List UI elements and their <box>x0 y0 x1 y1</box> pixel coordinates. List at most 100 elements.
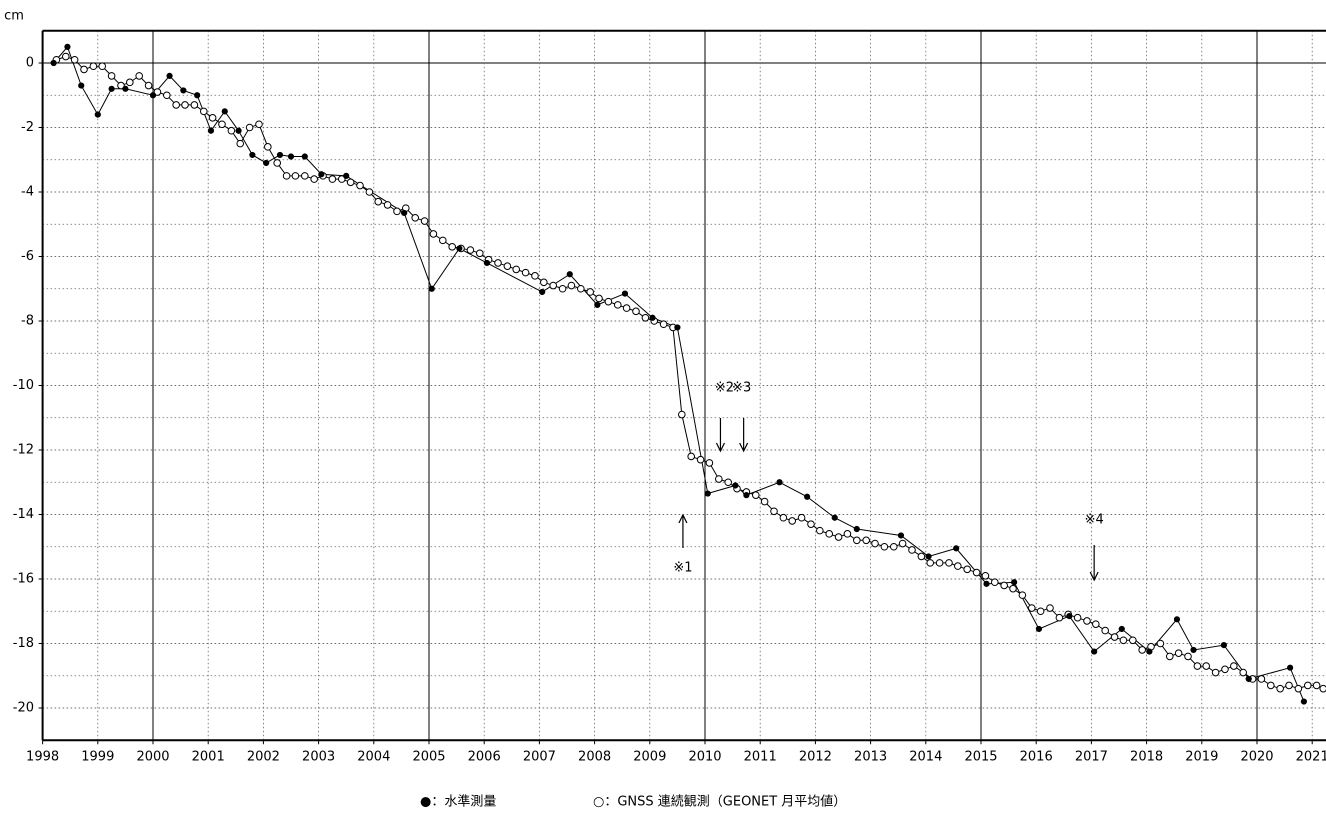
gnss-point <box>89 62 98 71</box>
y-tick-label: -12 <box>13 443 34 458</box>
gnss-point <box>411 214 420 222</box>
leveling-point <box>78 82 85 89</box>
gnss-point <box>889 542 898 551</box>
gnss-point <box>98 62 107 71</box>
gnss-point <box>1319 684 1326 693</box>
y-tick-label: -18 <box>13 636 34 651</box>
gnss-point <box>393 207 401 216</box>
leveling-point <box>983 580 990 587</box>
gnss-point <box>1018 591 1027 599</box>
gnss-point <box>153 88 162 96</box>
leveling-point <box>401 209 408 217</box>
gnss-point <box>715 475 723 483</box>
y-tick-label: -2 <box>21 120 34 135</box>
gnss-point <box>356 181 364 190</box>
gnss-point <box>751 491 760 499</box>
annotation-label: ※1 <box>673 561 692 576</box>
gnss-point <box>577 284 585 293</box>
gnss-point <box>567 281 576 290</box>
leveling-point <box>108 85 115 92</box>
gnss-point <box>61 52 70 61</box>
gnss-point <box>1239 668 1247 677</box>
gnss-point <box>1193 662 1202 670</box>
gnss-point <box>163 91 171 100</box>
gnss-point <box>1036 607 1045 616</box>
gnss-point <box>1257 675 1266 683</box>
leveling-point <box>1035 625 1043 633</box>
gnss-point <box>1221 665 1229 674</box>
leveling-point <box>953 545 960 552</box>
leveling-point <box>1118 625 1125 633</box>
leveling-point <box>674 324 681 331</box>
leveling-point <box>1190 646 1197 654</box>
gnss-point <box>1312 681 1321 690</box>
arrow-head <box>1089 571 1099 582</box>
gnss-point <box>825 530 834 538</box>
gnss-point <box>908 546 916 554</box>
gnss-point <box>264 143 272 151</box>
gnss-point <box>1211 668 1220 677</box>
x-tick-label: 2018 <box>1130 750 1163 765</box>
gnss-point <box>604 297 613 306</box>
gnss-point <box>1184 652 1192 661</box>
gnss-point <box>807 520 815 528</box>
gnss-point <box>816 526 824 535</box>
gnss-point <box>1046 604 1054 612</box>
leveling-point <box>704 490 711 497</box>
x-tick-label: 2019 <box>1185 750 1218 765</box>
gnss-point <box>935 559 944 567</box>
gnss-point <box>622 304 631 312</box>
gnss-point <box>310 175 318 183</box>
legend-label: ○：GNSS 連続観測（GEONET 月平均値） <box>593 794 846 810</box>
y-tick-label: -4 <box>21 185 34 200</box>
leveling-point <box>428 285 435 292</box>
x-tick-label: 2012 <box>799 750 832 765</box>
gnss-point <box>540 278 548 287</box>
gnss-point <box>1110 633 1119 641</box>
gnss-point <box>880 542 889 551</box>
gnss-point <box>282 172 291 180</box>
gnss-point <box>236 139 245 148</box>
gnss-point <box>429 230 438 238</box>
gnss-point <box>1138 646 1146 654</box>
arrow-head <box>739 442 749 453</box>
gnss-point <box>199 107 208 116</box>
leveling-point <box>621 290 629 297</box>
x-tick-label: 2011 <box>744 750 777 765</box>
gnss-point <box>374 197 383 206</box>
leveling-point <box>743 492 750 499</box>
leveling-point <box>1173 616 1181 623</box>
y-tick-label: -10 <box>13 378 34 393</box>
arrow-head <box>715 442 725 453</box>
gnss-point <box>595 294 603 303</box>
leveling-point <box>925 553 932 560</box>
x-tick-label: 2003 <box>302 750 335 765</box>
gnss-point <box>862 536 870 545</box>
gnss-point <box>678 410 686 419</box>
gnss-point <box>760 497 769 506</box>
leveling-point <box>1287 664 1294 671</box>
gnss-point <box>843 530 852 538</box>
leveling-point <box>853 525 860 533</box>
gnss-point <box>521 268 530 277</box>
annotation-label: ※2 <box>715 381 734 396</box>
x-tick-label: 2016 <box>1020 750 1053 765</box>
leveling-point <box>1245 675 1252 683</box>
leveling-point <box>64 43 71 50</box>
gnss-point <box>208 114 217 122</box>
gnss-point <box>1285 681 1293 690</box>
x-tick-label: 2006 <box>468 750 501 765</box>
x-tick-label: 2004 <box>357 750 390 765</box>
gnss-point <box>1202 662 1211 670</box>
y-tick-label: -14 <box>13 507 34 522</box>
leveling-point <box>50 59 57 67</box>
gnss-point <box>365 188 374 196</box>
gnss-point <box>797 513 806 522</box>
gnss-point <box>917 552 926 561</box>
gnss-point <box>926 559 935 567</box>
leveling-point <box>483 259 491 267</box>
y-tick-label: -16 <box>13 572 34 587</box>
x-tick-label: 2000 <box>136 750 169 765</box>
gnss-point <box>1303 681 1312 690</box>
